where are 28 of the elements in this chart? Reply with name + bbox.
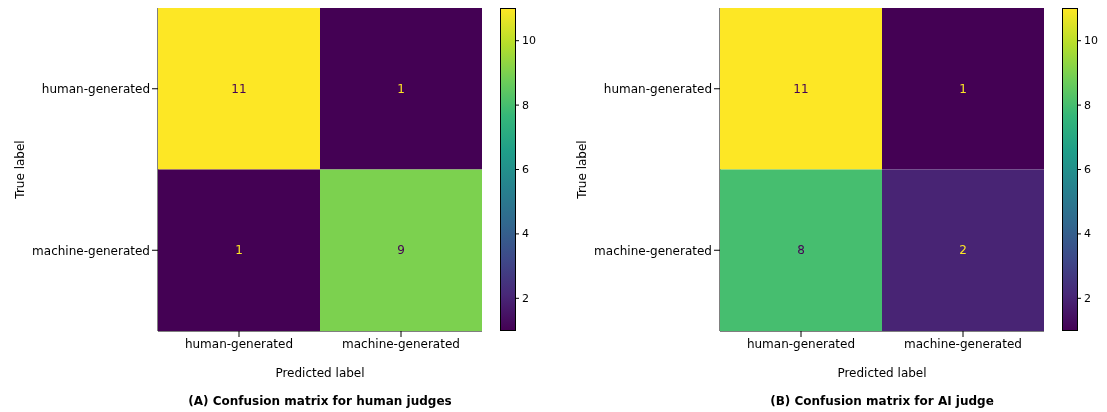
text: (A) Confusion matrix for human judges [187,394,453,408]
x-tick-label: machine-generated [342,336,460,351]
color-bar-label: 2 [522,291,529,305]
color-bar-label: 10 [522,34,536,48]
data-label: 2 [959,243,967,258]
data-label: 11 [793,81,809,96]
color-bar-label: 10 [1084,34,1098,48]
y-axis-title: True label [575,140,590,200]
x-tick-label: machine-generated [904,336,1022,351]
color-bar-label: 6 [1084,163,1091,176]
data-label: 1 [397,81,405,96]
color-bar-label: 8 [522,98,529,112]
x-tick-label: human-generated [184,336,294,351]
data-label: 1 [235,243,243,258]
data-label: 1 [959,81,967,96]
y-axis-title: True label [13,140,28,200]
color-bar-label: 4 [522,227,529,241]
text: (B) Confusion matrix for AI judge [769,394,995,408]
x-tick-label: human-generated [746,336,856,351]
color-bar-label: 8 [1084,98,1091,112]
color-bar-label: 4 [1084,227,1091,241]
data-label: 11 [231,81,247,96]
color-bar-label: 2 [1084,291,1091,305]
color-bar-label: 6 [522,163,529,176]
data-label: 8 [797,243,805,258]
data-label: 9 [397,243,405,258]
x-axis-title: Predicted label [275,366,365,380]
x-axis-title: Predicted label [837,366,927,380]
